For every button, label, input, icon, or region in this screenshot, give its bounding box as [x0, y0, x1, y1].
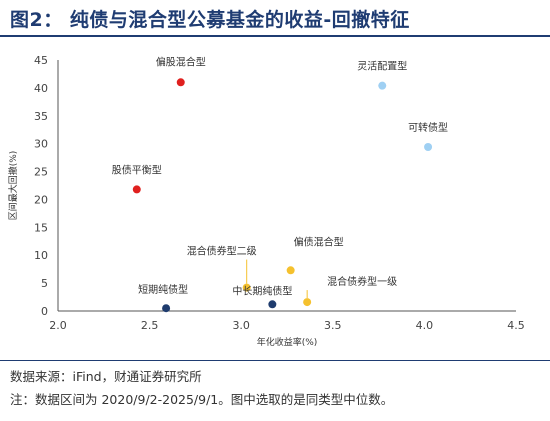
data-point-label: 灵活配置型	[357, 60, 407, 73]
data-point	[424, 143, 433, 152]
x-tick-label: 3.0	[232, 319, 250, 332]
x-tick-label: 4.0	[416, 319, 434, 332]
x-axis-label: 年化收益率(%)	[257, 336, 318, 348]
x-tick-label: 2.0	[49, 319, 67, 332]
data-point-label: 股债平衡型	[112, 163, 162, 176]
data-source: 数据来源：iFind，财通证券研究所	[10, 369, 202, 384]
data-point	[162, 304, 171, 313]
data-note: 注：数据区间为 2020/9/2-2025/9/1。图中选取的是同类型中位数。	[10, 392, 394, 407]
page-title: 图2： 纯债与混合型公募基金的收益-回撤特征	[10, 9, 410, 31]
x-tick-label: 4.5	[507, 319, 525, 332]
y-tick-label: 15	[34, 221, 48, 234]
y-tick-label: 5	[41, 277, 48, 290]
data-point-label: 可转债型	[408, 121, 448, 134]
footer-divider	[0, 360, 550, 361]
data-point-label: 混合债券型一级	[327, 275, 397, 288]
data-point-label: 短期纯债型	[138, 283, 188, 296]
y-tick-label: 0	[41, 305, 48, 318]
x-tick-label: 3.5	[324, 319, 342, 332]
y-tick-label: 25	[34, 166, 48, 179]
data-point-label: 偏股混合型	[156, 55, 206, 68]
y-axis-label: 区间最大回撤(%)	[7, 151, 19, 221]
y-tick-label: 10	[34, 249, 48, 262]
data-point	[132, 185, 141, 194]
data-point-label: 中长期纯债型	[232, 284, 292, 297]
data-point	[268, 300, 277, 309]
x-tick-label: 2.5	[141, 319, 159, 332]
y-tick-label: 35	[34, 110, 48, 123]
data-point	[286, 266, 295, 275]
data-point-label: 混合债券型二级	[187, 245, 257, 258]
data-point-label: 偏债混合型	[294, 235, 344, 248]
y-tick-label: 30	[34, 138, 48, 151]
y-tick-label: 45	[34, 54, 48, 67]
data-point	[176, 78, 185, 87]
title-divider	[0, 35, 550, 37]
y-tick-label: 20	[34, 193, 48, 206]
scatter-chart: 2.0 2.5 3.0 3.5 4.0 4.5 0 5 10 15 20 25 30 35 40 45 偏股…	[7, 54, 525, 348]
data-point	[242, 283, 251, 292]
data-point	[303, 298, 312, 307]
y-tick-label: 40	[34, 82, 48, 95]
data-point	[378, 81, 387, 90]
